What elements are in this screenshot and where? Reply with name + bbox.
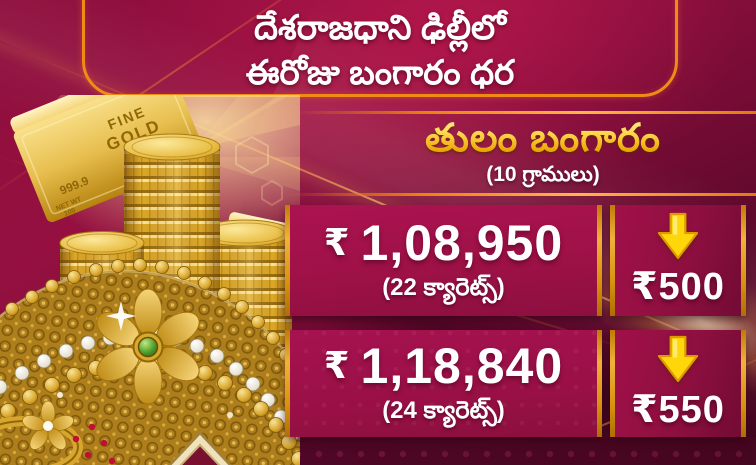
page-title: దేశరాజధాని ఢిల్లీలో ఈరోజు బంగారం ధర [92,6,668,96]
change-box-22k: ₹500 [610,205,746,316]
carat-label-22k: (22 క్యారెట్స్) [382,273,505,301]
change-box-24k: ₹550 [610,330,746,437]
subtitle-grams: (10 గ్రాములు) [486,163,600,186]
divider-line-bottom [285,193,756,196]
sparkle [227,412,233,418]
green-gem [137,336,159,358]
sparkle [57,392,63,398]
price-amount-24k: ₹ 1,18,840 [324,338,563,394]
down-arrow-icon [657,335,699,383]
price-value-22k: 1,08,950 [360,214,564,271]
subtitle-heading: తులం బంగారం [330,115,756,162]
rupee-symbol: ₹ [323,344,351,386]
gold-photo-illustration: FINE GOLD 999.9 NET WT 100 [0,95,300,465]
price-box-24k: ₹ 1,18,840 (24 క్యారెట్స్) [285,330,602,437]
change-value-24k: ₹550 [631,389,725,431]
price-amount-22k: ₹ 1,08,950 [324,215,563,271]
carat-label-24k: (24 క్యారెట్స్) [382,396,505,424]
change-value-22k: ₹500 [631,266,725,308]
rupee-symbol: ₹ [323,221,351,263]
title-line-1: దేశరాజధాని ఢిల్లీలో [253,9,507,47]
divider-line-top [295,111,756,114]
price-value-24k: 1,18,840 [360,337,564,394]
down-arrow-icon [657,212,699,260]
price-row-24k: ₹ 1,18,840 (24 క్యారెట్స్) ₹550 [285,330,746,437]
title-line-2: ఈరోజు బంగారం ధర [245,54,515,92]
price-row-22k: ₹ 1,08,950 (22 క్యారెట్స్) ₹500 [285,205,746,316]
subtitle: తులం బంగారం (10 గ్రాములు) [330,115,756,192]
price-box-22k: ₹ 1,08,950 (22 క్యారెట్స్) [285,205,602,316]
